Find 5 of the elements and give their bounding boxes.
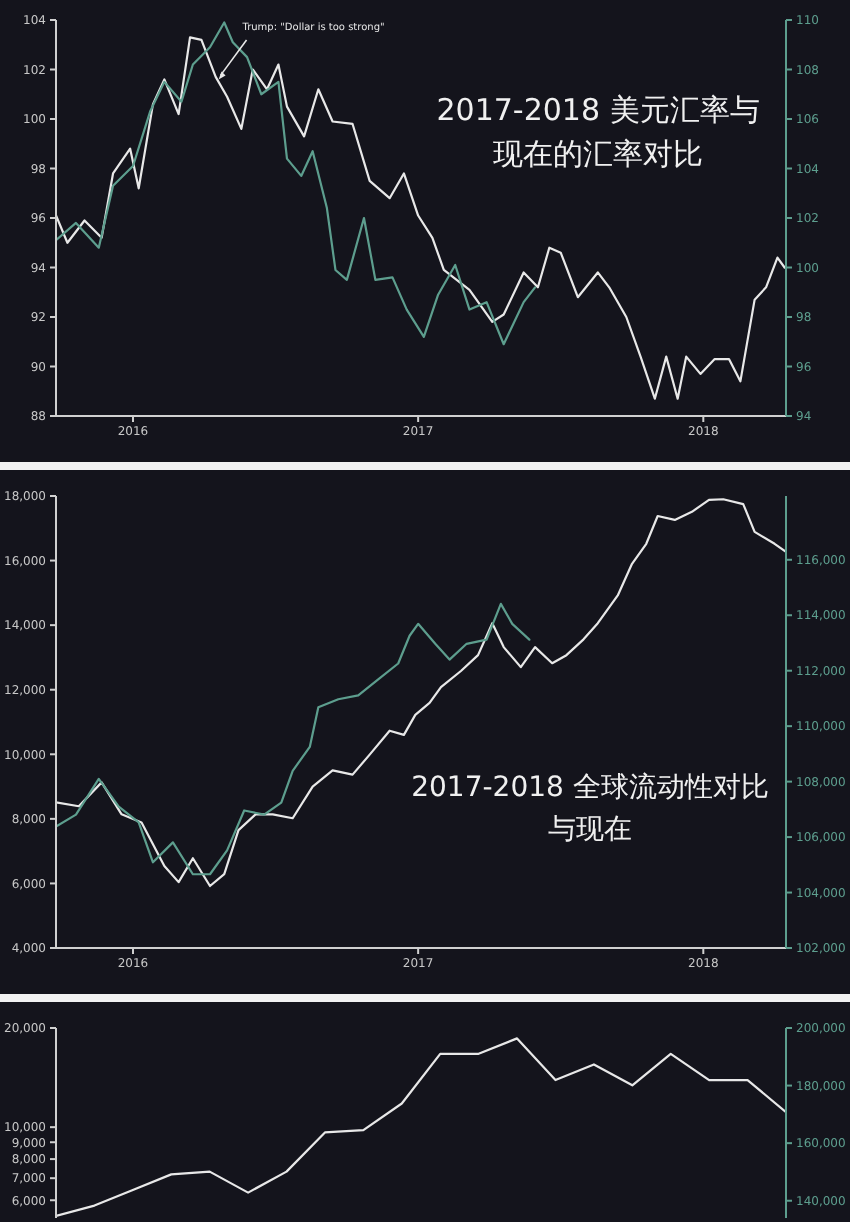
text: 2017-2018 全球流动性对比与现在 [409,770,771,850]
line-series [56,36,786,400]
line-series [56,498,786,888]
text: 2017-2018 美元汇率与现在的汇率对比 [434,90,762,176]
line-series [56,1037,786,1217]
